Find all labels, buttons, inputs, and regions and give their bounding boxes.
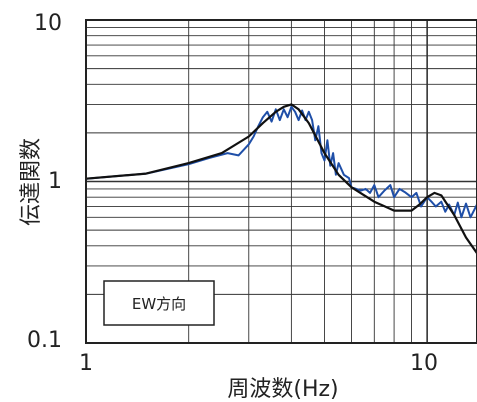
series-line-theoretical — [85, 103, 477, 254]
annotation-frame — [103, 280, 215, 326]
x-tick-label: 1 — [79, 351, 93, 376]
y-axis-label: 伝達関数 — [19, 138, 44, 226]
y-tick-label: 0.1 — [27, 328, 62, 353]
x-tick-label: 10 — [410, 351, 438, 376]
series-line-measured — [85, 105, 477, 219]
annotation-box: EW方向 — [103, 280, 215, 326]
plot-frame — [85, 19, 477, 344]
y-tick-label: 1 — [48, 169, 62, 194]
annotation-text: EW方向 — [132, 295, 186, 313]
grid — [86, 20, 477, 343]
x-axis-label: 周波数(Hz) — [227, 377, 338, 402]
series-group — [85, 103, 477, 254]
y-tick-label: 10 — [34, 11, 62, 36]
